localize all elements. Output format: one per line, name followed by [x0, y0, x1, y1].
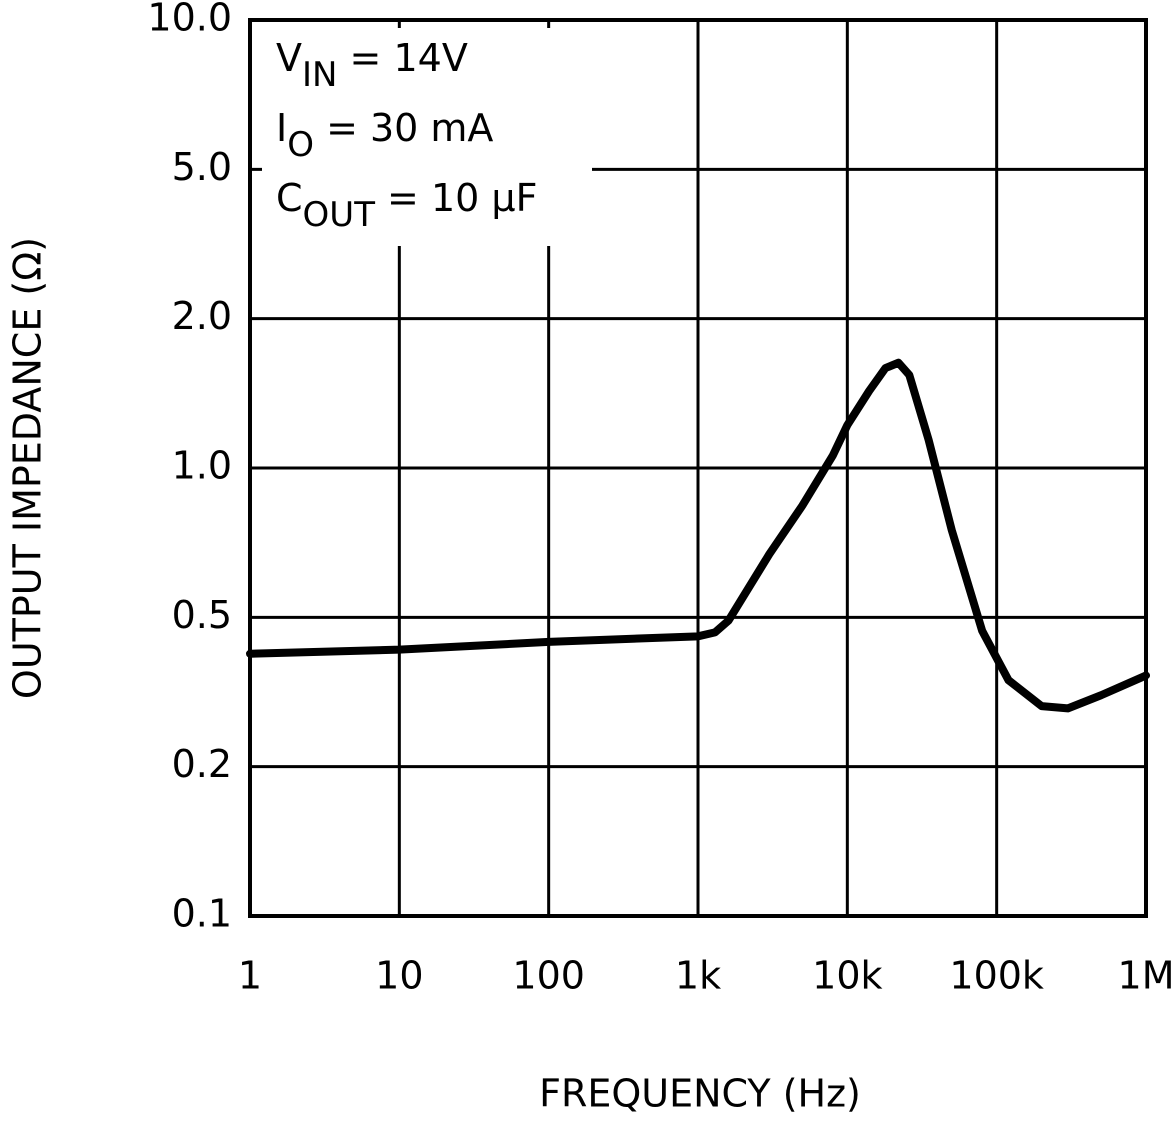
- plot-frame: [248, 18, 1148, 918]
- x-tick-label: 1: [238, 954, 262, 998]
- x-axis-label: FREQUENCY (Hz): [539, 1072, 861, 1116]
- annotation: VIN = 14V: [276, 36, 468, 95]
- x-tick-label: 1M: [1118, 954, 1174, 998]
- line: [246, 358, 1150, 713]
- y-tick-label: 0.2: [172, 742, 232, 786]
- y-tick-label: 10.0: [147, 0, 232, 40]
- y-tick-label: 5.0: [172, 145, 232, 189]
- y-tick-label: 2.0: [172, 294, 232, 338]
- x-tick-label: 1k: [675, 954, 721, 998]
- x-tick-label: 10k: [812, 954, 882, 998]
- y-tick-label: 0.1: [172, 892, 232, 936]
- annotation: IO = 30 mA: [276, 106, 493, 165]
- annotation: COUT = 10 μF: [276, 176, 537, 235]
- x-tick-label: 10: [375, 954, 423, 998]
- y-axis-label: OUTPUT IMPEDANCE (Ω): [6, 237, 50, 699]
- x-tick-label: 100k: [949, 954, 1044, 998]
- x-tick-label: 100: [512, 954, 585, 998]
- y-tick-label: 0.5: [172, 593, 232, 637]
- y-tick-label: 1.0: [172, 444, 232, 488]
- annotation-box: [262, 28, 592, 246]
